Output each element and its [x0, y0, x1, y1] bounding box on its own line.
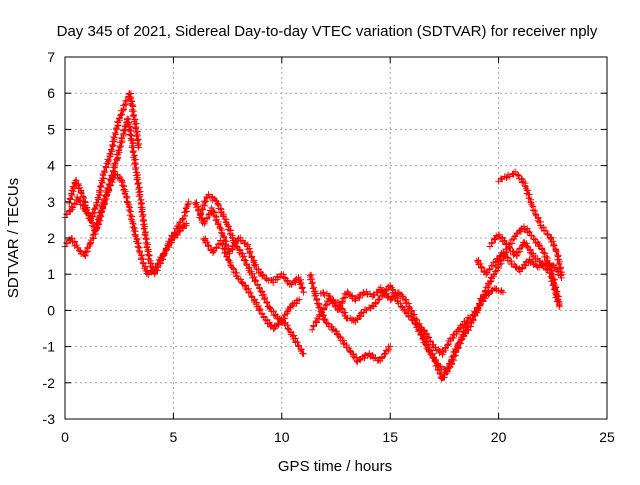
x-tick-label: 10 — [274, 429, 290, 445]
data-series-track-c — [66, 168, 190, 278]
x-tick-label: 25 — [599, 429, 615, 445]
x-axis-label: GPS time / hours — [278, 458, 392, 475]
x-tick-label: 15 — [382, 429, 398, 445]
y-tick-label: 3 — [47, 194, 55, 210]
data-series-track-l — [486, 231, 563, 310]
chart-title: Day 345 of 2021, Sidereal Day-to-day VTE… — [57, 23, 598, 40]
y-axis-label: SDTVAR / TECUs — [5, 178, 22, 298]
y-tick-label: 2 — [47, 230, 55, 246]
data-series-track-j — [417, 223, 563, 376]
y-tick-label: 1 — [47, 266, 55, 282]
data-series-track-h — [308, 282, 507, 382]
x-tick-label: 0 — [61, 429, 69, 445]
data-series-track-e — [196, 191, 307, 358]
axis-ticks: 0 5 10 15 20 25 -3 -2 -1 0 1 2 3 4 5 6 7 — [43, 49, 615, 445]
y-tick-label: 7 — [47, 49, 55, 65]
y-tick-label: 5 — [47, 121, 55, 137]
y-tick-label: -3 — [43, 411, 56, 427]
y-tick-label: 6 — [47, 85, 55, 101]
x-tick-label: 5 — [170, 429, 178, 445]
y-tick-label: -2 — [43, 375, 56, 391]
data-series-track-k — [473, 248, 565, 282]
data-points — [61, 90, 566, 382]
data-series-track-g — [306, 271, 394, 366]
grid-lines — [65, 57, 607, 419]
y-tick-label: 4 — [47, 158, 55, 174]
data-series-track-m — [495, 168, 566, 278]
y-tick-label: 0 — [47, 302, 55, 318]
data-series-track-f — [200, 235, 303, 332]
x-tick-label: 20 — [491, 429, 507, 445]
data-series-track-d — [191, 199, 307, 296]
y-tick-label: -1 — [43, 339, 56, 355]
